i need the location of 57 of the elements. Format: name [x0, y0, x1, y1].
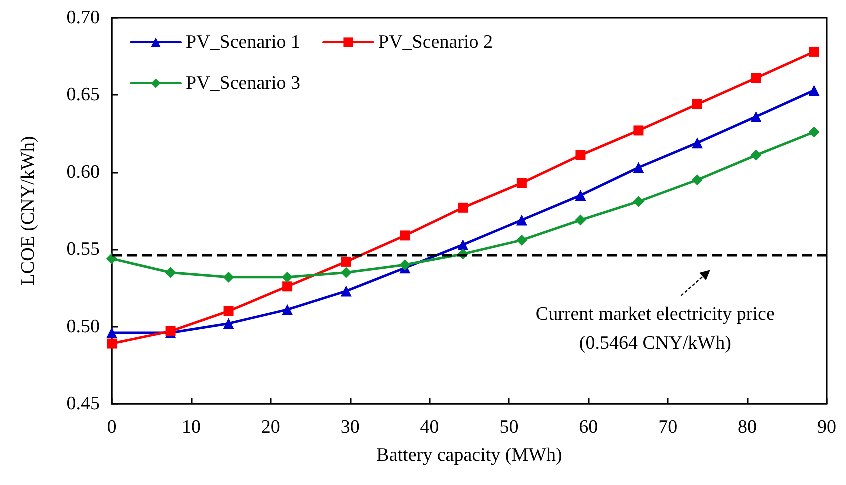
- x-tick-label: 0: [107, 417, 117, 438]
- point: [750, 111, 762, 122]
- point: [282, 282, 293, 292]
- point: [750, 150, 762, 161]
- point: [516, 214, 528, 226]
- y-tick-label: 0.45: [66, 394, 100, 414]
- point: [165, 267, 176, 278]
- y-tick-label: 0.70: [66, 8, 100, 28]
- point: [516, 178, 527, 188]
- point: [400, 260, 411, 271]
- x-tick-label: 20: [261, 417, 280, 438]
- point: [282, 272, 294, 283]
- x-tick-label: 10: [182, 417, 201, 438]
- legend-label: PV_Scenario 3: [186, 73, 301, 94]
- y-tick-label: 0.50: [66, 316, 100, 338]
- ref-line-label: Current market electricity price (0.5464 CNY/kWh): [536, 304, 775, 354]
- point: [458, 239, 469, 250]
- point: [808, 126, 820, 138]
- point: [400, 230, 410, 241]
- y-tick-label: 0.60: [66, 162, 100, 183]
- legend-label: PV_Scenario 1: [186, 32, 301, 53]
- point: [633, 196, 644, 208]
- y-axis-title: LCOE (CNY/kWh): [18, 136, 39, 286]
- point: [751, 73, 762, 84]
- point: [224, 306, 234, 316]
- legend-label: PV_Scenario 2: [378, 32, 494, 53]
- point: [282, 304, 294, 316]
- point: [340, 267, 352, 278]
- point: [340, 286, 352, 297]
- point: [633, 162, 644, 174]
- x-tick-label: 70: [658, 417, 678, 438]
- point: [575, 214, 586, 226]
- point: [809, 46, 820, 57]
- x-tick-label: 50: [500, 417, 519, 438]
- point: [516, 234, 528, 246]
- x-tick-label: 90: [818, 417, 836, 438]
- x-axis-title: Battery capacity (MWh): [376, 445, 562, 466]
- x-tick-label: 40: [420, 417, 440, 438]
- point: [576, 150, 586, 160]
- point: [223, 318, 234, 330]
- x-tick-label: 60: [579, 417, 598, 438]
- x-tick-label: 80: [738, 417, 758, 438]
- point: [223, 272, 234, 283]
- point: [458, 202, 468, 213]
- point: [106, 327, 118, 338]
- point: [106, 253, 118, 264]
- point: [634, 126, 644, 136]
- y-tick-label: 0.65: [66, 84, 100, 106]
- point: [808, 85, 820, 96]
- point: [692, 138, 704, 149]
- point: [575, 190, 586, 202]
- point: [341, 256, 352, 267]
- point: [692, 174, 704, 186]
- y-tick-label: 0.55: [66, 239, 100, 260]
- point: [692, 99, 703, 110]
- x-tick-label: 30: [340, 417, 360, 438]
- point: [107, 338, 117, 349]
